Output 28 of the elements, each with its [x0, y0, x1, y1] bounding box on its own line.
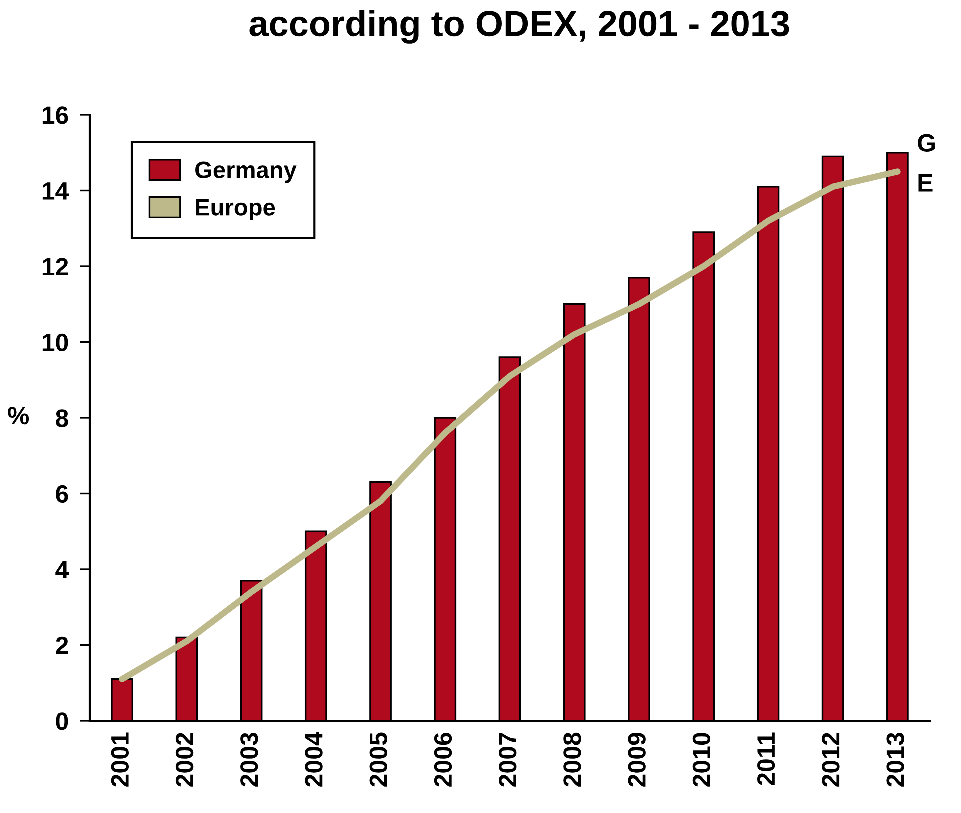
- x-tick-label: 2010: [692, 733, 711, 787]
- x-tick-label: 2003: [240, 733, 258, 787]
- x-tick-label: 2005: [370, 732, 388, 787]
- y-tick-label: 14: [42, 182, 70, 200]
- x-tick-label: 2011: [757, 732, 776, 786]
- legend-label: Germany: [196, 162, 297, 184]
- y-tick-label: 8: [56, 410, 68, 428]
- x-tick-label: 2006: [434, 733, 452, 787]
- x-tick-label: 2001: [111, 732, 130, 787]
- y-tick-label: 4: [56, 561, 70, 579]
- x-tick-label: 2009: [628, 733, 646, 787]
- y-tick-label: 0: [56, 712, 68, 730]
- chart-title: according to ODEX, 2001 - 2013: [250, 10, 790, 44]
- y-tick-label: 12: [42, 258, 68, 276]
- y-axis-title: %: [8, 407, 30, 425]
- annotation: G: [918, 134, 935, 152]
- annotation: E: [918, 174, 933, 192]
- y-tick-label: 6: [56, 485, 68, 504]
- x-tick-label: 2012: [822, 733, 840, 787]
- y-tick-label: 10: [42, 334, 68, 352]
- legend-label: Europe: [196, 199, 276, 221]
- y-tick-label: 2: [56, 636, 68, 654]
- x-tick-label: 2002: [176, 733, 194, 787]
- x-tick-label: 2007: [499, 733, 517, 787]
- y-tick-label: 16: [42, 106, 68, 124]
- x-tick-label: 2013: [886, 733, 904, 787]
- x-tick-label: 2008: [564, 732, 582, 787]
- x-tick-label: 2004: [305, 732, 323, 787]
